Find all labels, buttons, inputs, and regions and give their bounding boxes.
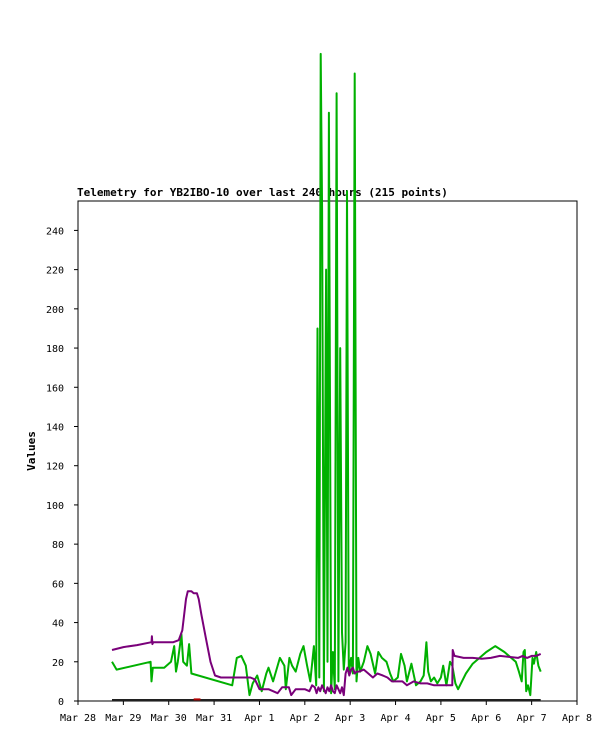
x-tick-label: Apr 2 xyxy=(290,713,320,724)
x-tick-label: Mar 29 xyxy=(105,713,141,724)
y-axis: 0 20 40 60 80 100 120 140 160 180 200 220 240 xyxy=(46,226,78,708)
x-tick-label: Apr 1 xyxy=(244,713,274,724)
y-tick-label: 140 xyxy=(46,422,64,433)
x-tick-label: Apr 4 xyxy=(380,713,410,724)
y-tick-label: 220 xyxy=(46,266,64,277)
series-line-1 xyxy=(111,590,542,697)
y-tick-label: 180 xyxy=(46,344,64,355)
chart-title: Telemetry for YB2IBO-10 over last 240 ho… xyxy=(77,186,448,199)
x-tick-label: Apr 6 xyxy=(471,713,501,724)
series-line-0 xyxy=(111,52,542,697)
y-tick-label: 120 xyxy=(46,462,64,473)
y-tick-label: 40 xyxy=(52,619,64,630)
y-tick-label: 0 xyxy=(58,697,64,708)
x-tick-label: Apr 3 xyxy=(335,713,365,724)
y-tick-label: 60 xyxy=(52,579,64,590)
series-layer xyxy=(111,52,542,701)
y-tick-label: 200 xyxy=(46,305,64,316)
y-axis-label: Values xyxy=(25,431,38,471)
y-tick-label: 20 xyxy=(52,658,64,669)
x-tick-label: Mar 31 xyxy=(196,713,232,724)
x-tick-label: Mar 28 xyxy=(60,713,96,724)
x-axis: Mar 28 Mar 29 Mar 30 Mar 31 Apr 1 Apr 2 Apr 3 A… xyxy=(60,701,592,724)
x-tick-label: Apr 7 xyxy=(517,713,547,724)
x-tick-label: Apr 8 xyxy=(562,713,592,724)
y-tick-label: 160 xyxy=(46,383,64,394)
x-tick-label: Mar 30 xyxy=(151,713,187,724)
y-tick-label: 80 xyxy=(52,540,64,551)
y-tick-label: 100 xyxy=(46,501,64,512)
y-tick-label: 240 xyxy=(46,226,64,237)
x-tick-label: Apr 5 xyxy=(426,713,456,724)
